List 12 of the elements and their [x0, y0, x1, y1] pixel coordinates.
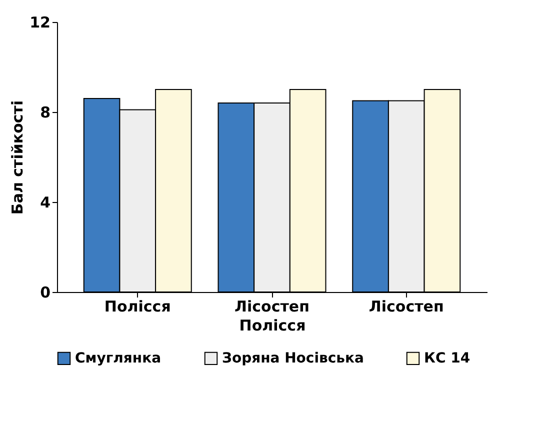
y-tick-label: 0 — [40, 284, 50, 302]
legend-label: КС 14 — [424, 350, 470, 366]
y-tick-label: 12 — [30, 14, 50, 32]
legend-label: Смуглянка — [75, 350, 162, 366]
x-tick-label: Лісостеп — [234, 298, 310, 316]
x-tick-label: Полісся — [104, 298, 171, 316]
y-tick-label: 4 — [40, 194, 50, 212]
y-tick-label: 8 — [40, 104, 50, 122]
x-axis-title: Полісся — [239, 316, 306, 334]
y-axis-title: Бал стійкості — [8, 100, 27, 215]
x-tick-label: Лісостеп — [368, 298, 444, 316]
legend-label: Зоряна Носівська — [222, 350, 364, 366]
